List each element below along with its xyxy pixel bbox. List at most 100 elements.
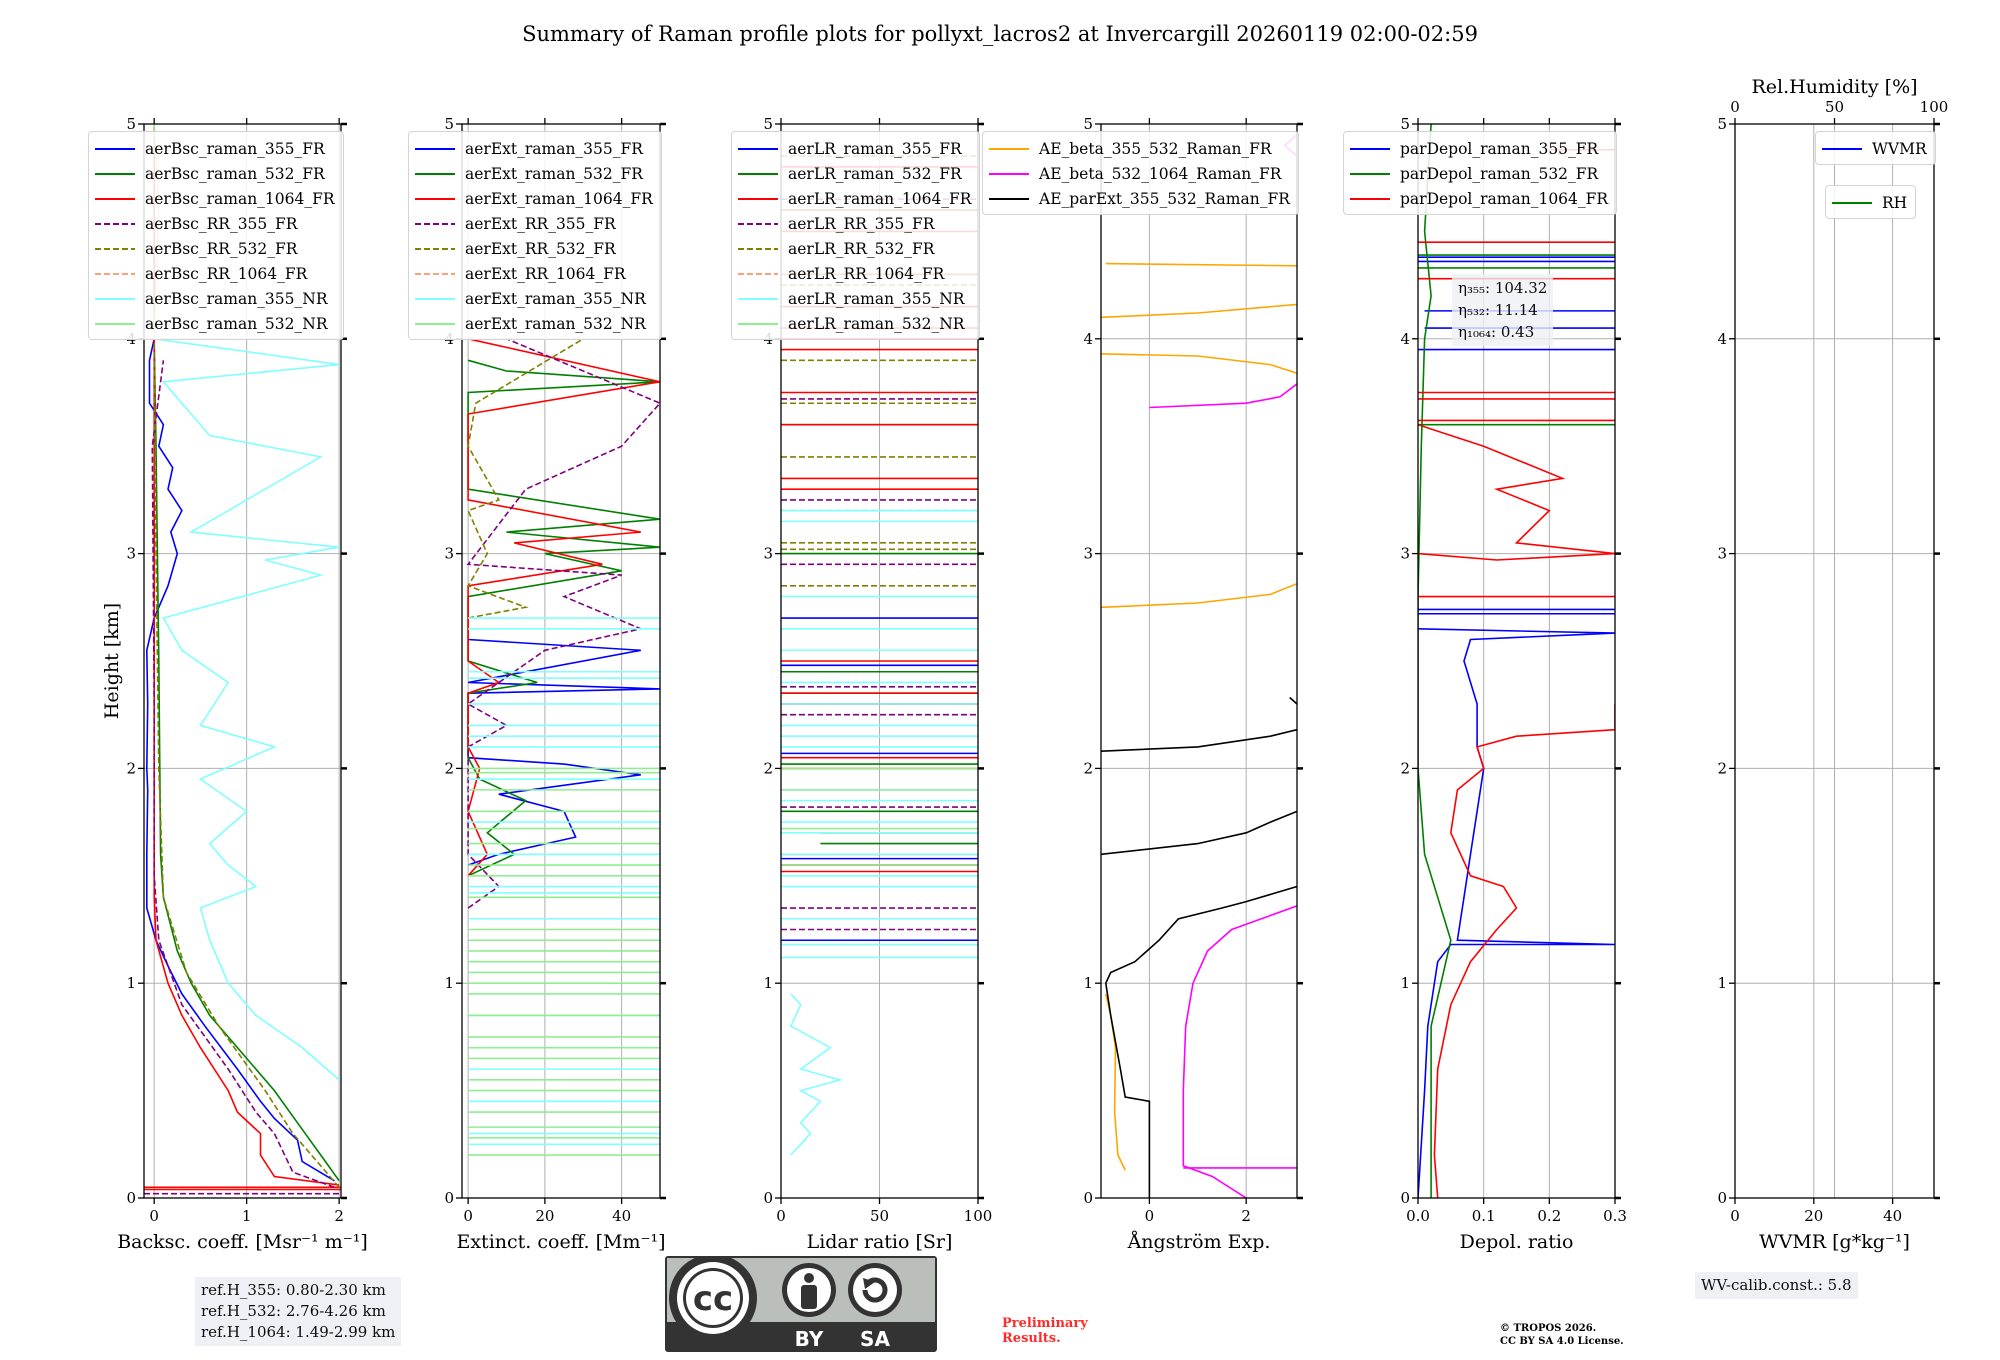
legend-label: parDepol_raman_355_FR [1400, 139, 1599, 158]
legend-label: aerBsc_raman_355_NR [145, 289, 328, 308]
y-tick-label: 5 [1083, 115, 1093, 133]
legend-label: aerExt_RR_1064_FR [465, 264, 626, 283]
profile-line [151, 360, 335, 1189]
x-tick-label: 0.3 [1603, 1207, 1627, 1225]
top-axis-label: Rel.Humidity [%] [1751, 76, 1917, 98]
x-tick-label: 1 [242, 1207, 252, 1225]
axes-frame [461, 123, 661, 1199]
profile-line [1418, 552, 1615, 561]
legend: RH [1825, 185, 1917, 219]
series-aerLR_raman_355_NR [781, 509, 978, 1156]
legend-line-swatch [415, 297, 455, 300]
y-tick-label: 0 [1717, 1189, 1727, 1207]
y-tick-label: 1 [1400, 974, 1410, 992]
profile-line [1101, 728, 1297, 752]
legend-line-swatch [95, 297, 135, 300]
profile-line [153, 338, 340, 1188]
x-tick-label: 0.1 [1472, 1207, 1496, 1225]
legend-line-swatch [1350, 197, 1390, 200]
cc-license-logo: cc BY SA [665, 1254, 937, 1352]
figure-title: Summary of Raman profile plots for polly… [522, 22, 1478, 46]
legend-line-swatch [989, 147, 1029, 150]
y-tick-label: 1 [763, 974, 773, 992]
legend-entry: aerLR_RR_532_FR [738, 236, 971, 261]
top-x-tick-label: 50 [1825, 98, 1844, 116]
y-tick-label: 3 [1083, 545, 1093, 563]
legend-label: aerBsc_RR_532_FR [145, 239, 298, 258]
y-tick-label: 3 [763, 545, 773, 563]
legend-entry: aerBsc_raman_355_NR [95, 286, 335, 311]
series-aerLR_raman_532_NR [781, 767, 978, 866]
legend-label: aerExt_raman_355_FR [465, 139, 643, 158]
series-aerExt_raman_532_FR [467, 359, 660, 877]
legend-label: aerBsc_raman_1064_FR [145, 189, 335, 208]
legend-label: aerBsc_raman_355_FR [145, 139, 325, 158]
profile-line [467, 638, 660, 866]
legend-line-swatch [1350, 147, 1390, 150]
series-aerBsc_RR_355_FR [144, 360, 341, 1195]
legend-label: aerExt_raman_1064_FR [465, 189, 653, 208]
copyright-line-1: © TROPOS 2026. [1500, 1323, 1597, 1334]
top-x-tick-label: 0 [1730, 98, 1740, 116]
y-tick-label: 4 [1083, 330, 1093, 348]
preliminary-results-note: Preliminary Results. [1002, 1316, 1088, 1346]
legend-label: AE_beta_355_532_Raman_FR [1039, 139, 1272, 158]
legend-entry: aerExt_RR_1064_FR [415, 261, 653, 286]
legend-entry: aerLR_raman_1064_FR [738, 186, 971, 211]
profile-line [1104, 885, 1297, 1198]
profile-line [1101, 582, 1297, 609]
y-tick-label: 5 [444, 115, 454, 133]
y-axis-label: Height [km] [101, 603, 123, 719]
legend-line-swatch [95, 197, 135, 200]
legend: aerExt_raman_355_FR aerExt_raman_532_FR ae… [408, 131, 662, 340]
legend-entry: aerExt_raman_355_FR [415, 136, 653, 161]
legend-line-swatch [1822, 147, 1862, 150]
series-aerExt_raman_355_FR [467, 638, 660, 866]
grid [1101, 123, 1297, 1199]
profile-line [467, 338, 660, 877]
legend-entry: AE_parExt_355_532_Raman_FR [989, 186, 1290, 211]
wv-calibration-box: WV-calib.const.: 5.8 [1695, 1272, 1858, 1299]
profile-line [1289, 696, 1297, 705]
profile-line [145, 338, 335, 1182]
y-tick-label: 0 [444, 1189, 454, 1207]
legend-line-swatch [738, 247, 778, 250]
series-marks [466, 338, 660, 1156]
y-tick-label: 0 [1400, 1189, 1410, 1207]
by-label: BY [795, 1327, 824, 1351]
preliminary-line-2: Results. [1002, 1331, 1061, 1346]
legend: aerBsc_raman_355_FR aerBsc_raman_532_FR ae… [88, 131, 344, 340]
series-marks [1101, 134, 1297, 1198]
series-aerBsc_raman_1064_FR [144, 124, 341, 1191]
y-tick-label: 4 [1717, 330, 1727, 348]
y-tick-label: 2 [444, 759, 454, 777]
legend-entry: aerBsc_raman_355_FR [95, 136, 335, 161]
legend-line-swatch [95, 172, 135, 175]
legend-line-swatch [95, 247, 135, 250]
legend-line-swatch [415, 247, 455, 250]
legend-line-swatch [415, 197, 455, 200]
legend-line-swatch [738, 147, 778, 150]
series-parDepol_raman_532_FR [1418, 124, 1615, 1198]
x-tick-label: 0 [149, 1207, 159, 1225]
profile-line [1105, 262, 1297, 267]
legend-line-swatch [95, 147, 135, 150]
y-tick-label: 2 [1717, 759, 1727, 777]
copyright-note: © TROPOS 2026. CC BY SA 4.0 License. [1500, 1322, 1624, 1348]
panel-3: 0 2 0 1 2 3 4 5 Ångström Exp. [1083, 115, 1303, 1253]
legend-line-swatch [95, 272, 135, 275]
x-tick-label: 0 [463, 1207, 473, 1225]
legend-entry: aerLR_raman_355_FR [738, 136, 971, 161]
legend-line-swatch [738, 297, 778, 300]
profile-line [467, 359, 660, 877]
y-tick-label: 3 [1717, 545, 1727, 563]
profile-line [1182, 905, 1297, 1198]
legend-label: aerLR_raman_532_FR [788, 164, 962, 183]
legend-entry: aerExt_RR_355_FR [415, 211, 653, 236]
profile-line [154, 338, 340, 1081]
profile-line [153, 124, 340, 1186]
copyright-line-2: CC BY SA 4.0 License. [1500, 1336, 1624, 1347]
legend-entry: RH [1832, 190, 1907, 215]
preliminary-line-1: Preliminary [1002, 1316, 1088, 1331]
legend: parDepol_raman_355_FR parDepol_raman_532_… [1343, 131, 1618, 215]
